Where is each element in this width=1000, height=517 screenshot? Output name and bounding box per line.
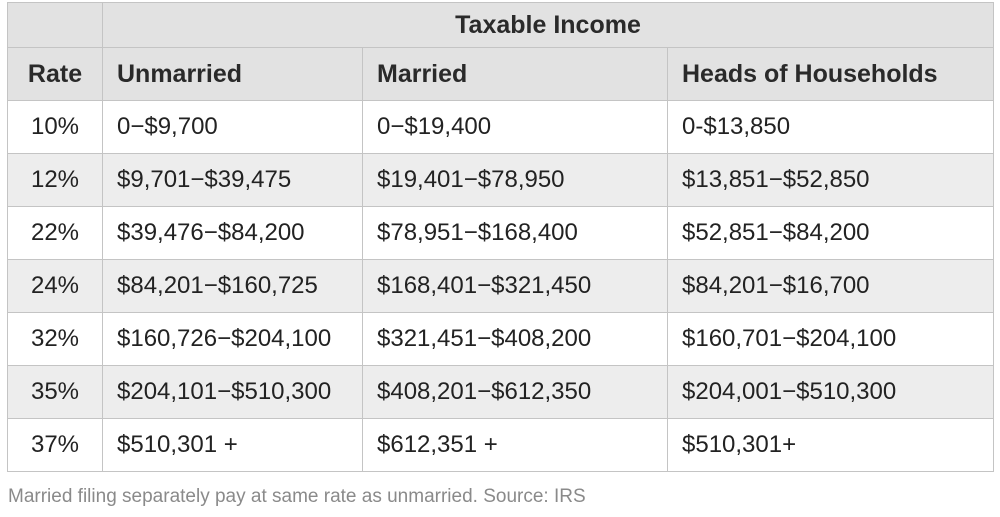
- unmarried-cell: $160,726−$204,100: [102, 312, 363, 366]
- unmarried-cell: $84,201−$160,725: [102, 259, 363, 313]
- table-row: 35% $204,101−$510,300 $408,201−$612,350 …: [7, 365, 995, 419]
- column-header-row: Rate Unmarried Married Heads of Househol…: [7, 47, 995, 101]
- married-cell: 0−$19,400: [362, 100, 668, 154]
- married-cell: $408,201−$612,350: [362, 365, 668, 419]
- super-header-empty-cell: [7, 2, 103, 48]
- rate-cell: 32%: [7, 312, 103, 366]
- rate-cell: 37%: [7, 418, 103, 472]
- table-row: 22% $39,476−$84,200 $78,951−$168,400 $52…: [7, 206, 995, 260]
- super-header-row: Taxable Income: [7, 2, 995, 48]
- rate-cell: 35%: [7, 365, 103, 419]
- heads-cell: $204,001−$510,300: [666, 365, 995, 419]
- table-row: 24% $84,201−$160,725 $168,401−$321,450 $…: [7, 259, 995, 313]
- heads-cell: $510,301+: [666, 418, 995, 472]
- unmarried-cell: 0−$9,700: [102, 100, 363, 154]
- table-row: 37% $510,301 + $612,351 + $510,301+: [7, 418, 995, 472]
- tax-bracket-table: Taxable Income Rate Unmarried Married He…: [7, 2, 995, 472]
- rate-cell: 12%: [7, 153, 103, 207]
- unmarried-column-header: Unmarried: [102, 47, 363, 101]
- rate-cell: 10%: [7, 100, 103, 154]
- rate-cell: 22%: [7, 206, 103, 260]
- tax-bracket-table-container: Taxable Income Rate Unmarried Married He…: [7, 2, 995, 472]
- heads-cell: $13,851−$52,850: [666, 153, 995, 207]
- table-row: 12% $9,701−$39,475 $19,401−$78,950 $13,8…: [7, 153, 995, 207]
- unmarried-cell: $9,701−$39,475: [102, 153, 363, 207]
- heads-of-households-column-header: Heads of Households: [666, 47, 995, 101]
- taxable-income-header: Taxable Income: [101, 2, 995, 48]
- married-cell: $78,951−$168,400: [362, 206, 668, 260]
- rate-cell: 24%: [7, 259, 103, 313]
- table-row: 10% 0−$9,700 0−$19,400 0-$13,850: [7, 100, 995, 154]
- unmarried-cell: $510,301 +: [102, 418, 363, 472]
- heads-cell: $84,201−$16,700: [666, 259, 995, 313]
- married-cell: $19,401−$78,950: [362, 153, 668, 207]
- married-cell: $612,351 +: [362, 418, 668, 472]
- heads-cell: 0-$13,850: [666, 100, 995, 154]
- married-column-header: Married: [362, 47, 668, 101]
- table-row: 32% $160,726−$204,100 $321,451−$408,200 …: [7, 312, 995, 366]
- source-caption: Married filing separately pay at same ra…: [8, 486, 586, 507]
- heads-cell: $52,851−$84,200: [666, 206, 995, 260]
- unmarried-cell: $39,476−$84,200: [102, 206, 363, 260]
- rate-column-header: Rate: [7, 47, 103, 101]
- married-cell: $321,451−$408,200: [362, 312, 668, 366]
- unmarried-cell: $204,101−$510,300: [102, 365, 363, 419]
- heads-cell: $160,701−$204,100: [666, 312, 995, 366]
- married-cell: $168,401−$321,450: [362, 259, 668, 313]
